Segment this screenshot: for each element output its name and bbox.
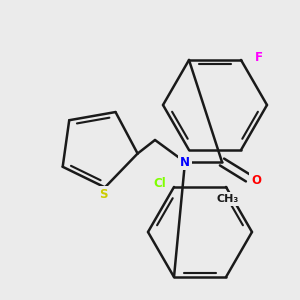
Text: CH₃: CH₃ (217, 194, 239, 204)
Text: O: O (251, 173, 261, 187)
Text: Cl: Cl (154, 178, 166, 190)
Text: S: S (99, 188, 107, 201)
Text: N: N (180, 155, 190, 169)
Text: F: F (255, 52, 263, 64)
